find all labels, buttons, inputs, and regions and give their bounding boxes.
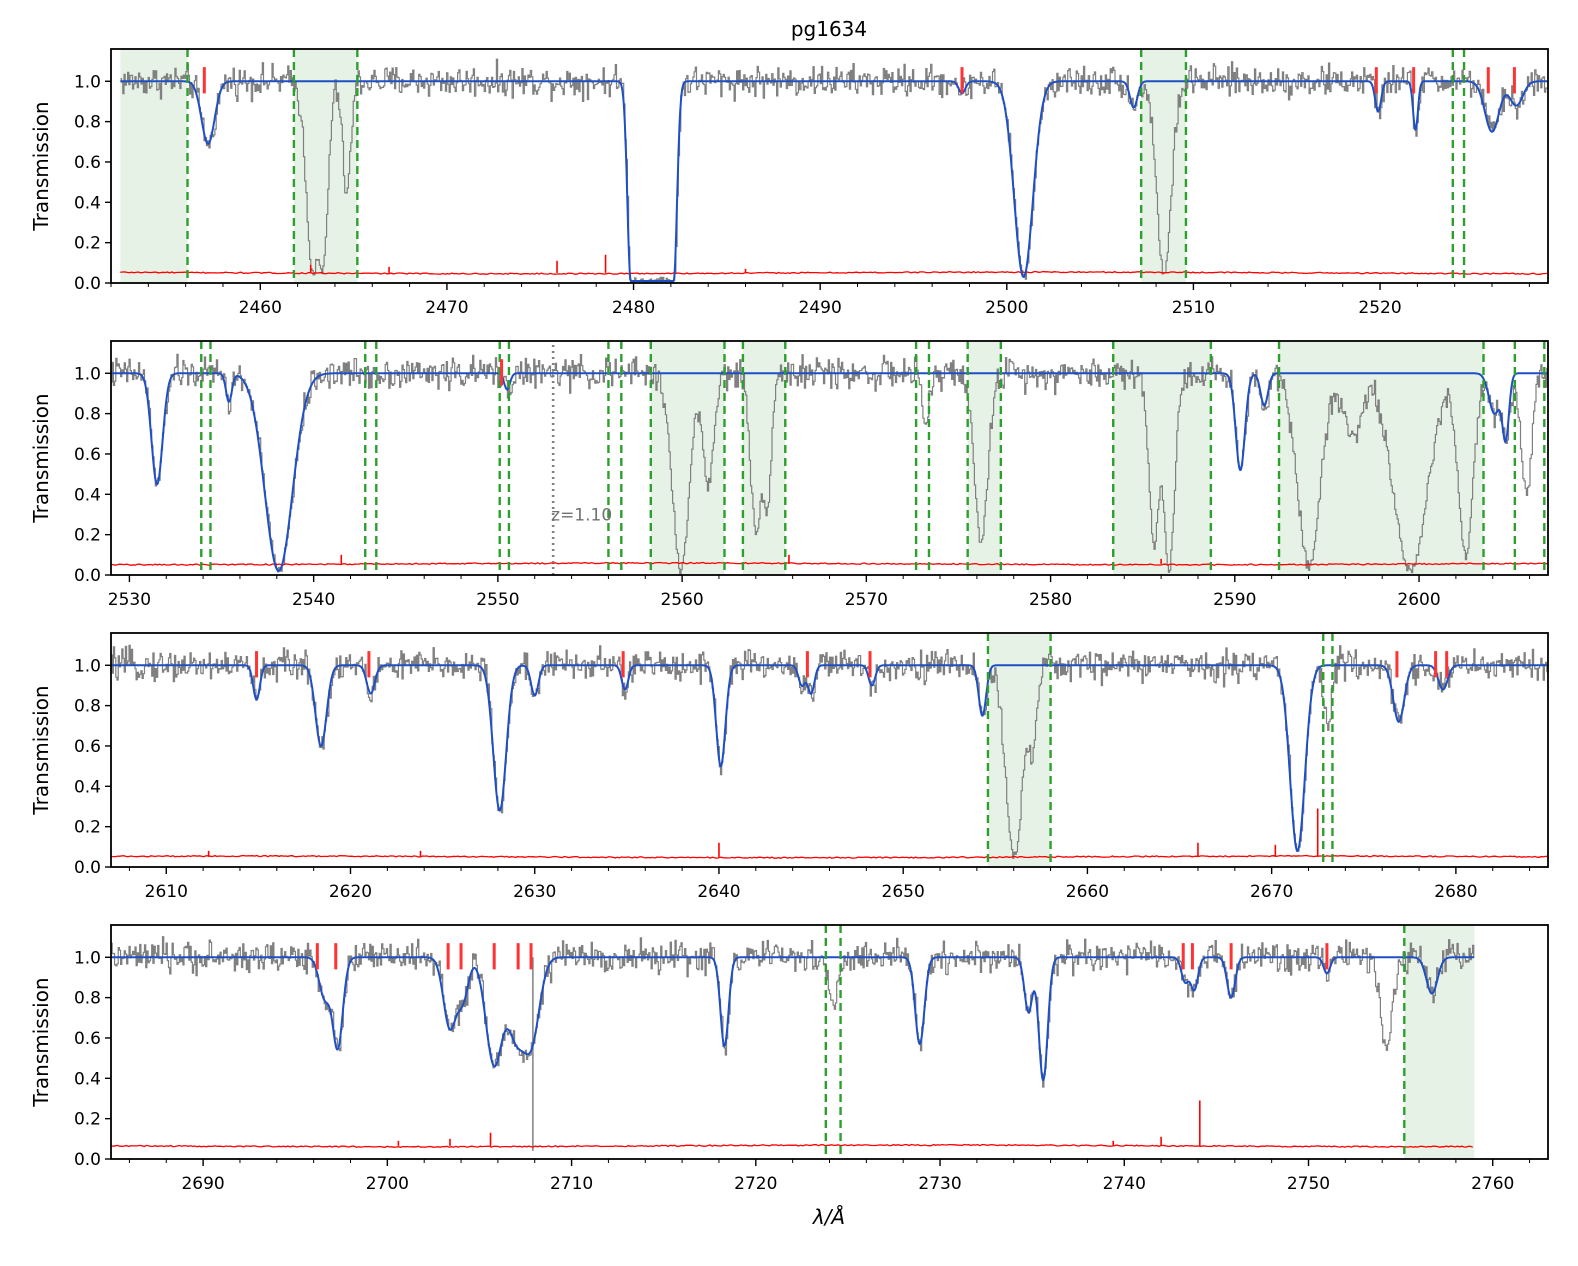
y-tick-label: 0.8: [74, 989, 101, 1009]
y-tick-label: 0.0: [74, 566, 101, 586]
x-tick-label: 2520: [1358, 298, 1401, 318]
y-tick-label: 1.0: [74, 72, 101, 92]
y-tick-label: 0.2: [74, 1110, 101, 1130]
redshift-label: z=1.10: [551, 506, 612, 526]
x-tick-label: 2650: [882, 882, 925, 902]
x-tick-label: 2600: [1397, 590, 1440, 610]
x-tick-label: 2510: [1172, 298, 1215, 318]
masked-region: [120, 49, 188, 283]
x-tick-label: 2570: [845, 590, 888, 610]
y-tick-label: 0.6: [74, 1029, 101, 1049]
error-spectrum: [111, 561, 1548, 567]
x-tick-label: 2500: [985, 298, 1028, 318]
masked-region: [1113, 341, 1211, 575]
panel-4: 0.0 0.2 0.4 0.6 0.8 1.0 2690 2700 2710 2720 2730 27…: [29, 924, 1549, 1194]
model-fit: [111, 372, 1548, 572]
x-tick-label: 2560: [660, 590, 703, 610]
x-tick-label: 2670: [1250, 882, 1293, 902]
x-tick-label: 2480: [612, 298, 655, 318]
y-tick-label: 0.8: [74, 113, 101, 133]
panel-1: 0.0 0.2 0.4 0.6 0.8 1.0 2460 2470 2480 2490 2500 25…: [29, 48, 1549, 318]
masked-region: [987, 633, 1051, 867]
x-tick-label: 2710: [550, 1174, 593, 1194]
x-tick-label: 2540: [292, 590, 335, 610]
masked-region: [1279, 341, 1484, 575]
y-tick-label: 0.6: [74, 153, 101, 173]
x-tick-label: 2490: [799, 298, 842, 318]
plot-area: [111, 633, 1548, 867]
y-tick-label: 1.0: [74, 656, 101, 676]
x-tick-label: 2610: [145, 882, 188, 902]
x-tick-label: 2680: [1434, 882, 1477, 902]
x-tick-label: 2620: [329, 882, 372, 902]
y-axis-label: Transmission: [29, 977, 53, 1107]
x-tick-label: 2640: [697, 882, 740, 902]
panel-3: 0.0 0.2 0.4 0.6 0.8 1.0 2610 2620 2630 2640 2650 26…: [29, 632, 1549, 902]
y-tick-label: 0.0: [74, 274, 101, 294]
y-tick-label: 0.2: [74, 234, 101, 254]
y-tick-label: 0.4: [74, 1069, 101, 1089]
x-axis-label: λ/Å: [812, 1205, 845, 1229]
x-tick-label: 2550: [476, 590, 519, 610]
y-axis-label: Transmission: [29, 101, 53, 231]
data-spectrum: [111, 353, 1548, 575]
plot-area: [120, 49, 1548, 283]
x-tick-label: 2700: [366, 1174, 409, 1194]
y-tick-label: 0.2: [74, 526, 101, 546]
x-tick-label: 2690: [181, 1174, 224, 1194]
masked-region: [1404, 925, 1475, 1159]
plot-area: [111, 925, 1475, 1159]
y-axis-label: Transmission: [29, 393, 53, 523]
y-tick-label: 0.6: [74, 737, 101, 757]
x-tick-label: 2530: [108, 590, 151, 610]
x-tick-label: 2590: [1213, 590, 1256, 610]
x-tick-label: 2730: [918, 1174, 961, 1194]
y-axis-label: Transmission: [29, 685, 53, 815]
x-tick-label: 2740: [1103, 1174, 1146, 1194]
x-tick-label: 2660: [1066, 882, 1109, 902]
masked-region: [1141, 49, 1186, 283]
y-tick-label: 1.0: [74, 948, 101, 968]
y-tick-label: 0.8: [74, 697, 101, 717]
x-tick-label: 2720: [734, 1174, 777, 1194]
plot-area: [111, 341, 1548, 575]
y-tick-label: 0.0: [74, 858, 101, 878]
y-tick-label: 0.4: [74, 193, 101, 213]
x-tick-label: 2760: [1471, 1174, 1514, 1194]
axes-frame: [110, 48, 1549, 284]
y-tick-label: 1.0: [74, 364, 101, 384]
x-tick-label: 2460: [239, 298, 282, 318]
y-tick-label: 0.8: [74, 405, 101, 425]
panel-2: z=1.10 0.0 0.2 0.4 0.6 0.8 1.0 2530 2540 2550 2560…: [29, 340, 1549, 610]
y-tick-label: 0.0: [74, 1150, 101, 1170]
x-tick-label: 2630: [513, 882, 556, 902]
error-spectrum: [111, 1143, 1474, 1148]
model-fit: [111, 956, 1474, 1082]
x-tick-label: 2470: [425, 298, 468, 318]
y-tick-label: 0.4: [74, 777, 101, 797]
x-tick-label: 2580: [1029, 590, 1072, 610]
y-tick-label: 0.6: [74, 445, 101, 465]
y-tick-label: 0.2: [74, 818, 101, 838]
x-tick-label: 2750: [1287, 1174, 1330, 1194]
error-spectrum: [111, 854, 1548, 859]
model-fit: [111, 664, 1548, 853]
chart-title: pg1634: [791, 17, 867, 41]
y-tick-label: 0.4: [74, 485, 101, 505]
masked-region: [650, 341, 725, 575]
